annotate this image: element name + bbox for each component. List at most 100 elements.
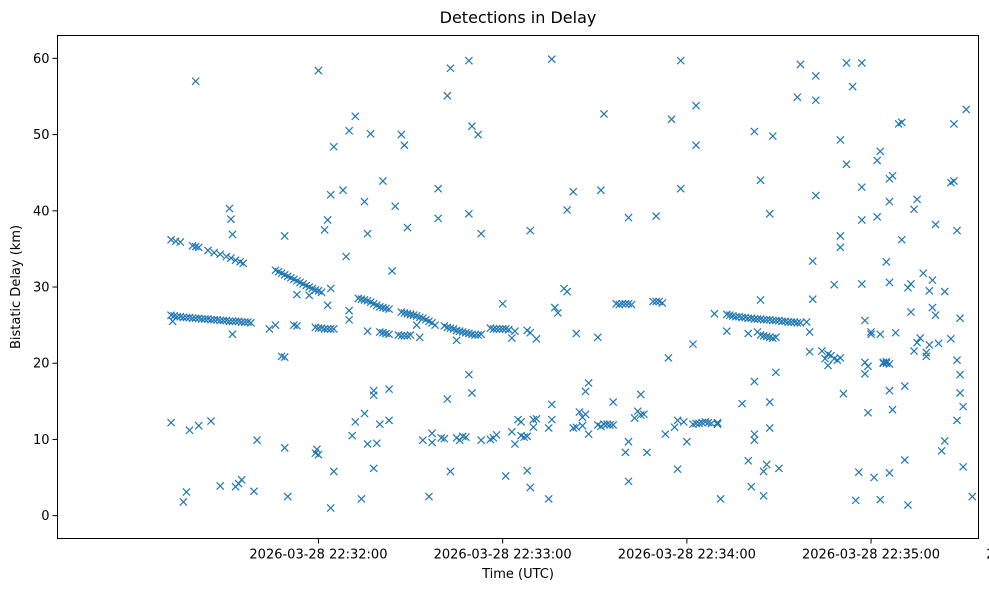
detection-marker xyxy=(176,238,185,247)
detection-marker xyxy=(639,410,648,419)
detection-marker xyxy=(842,58,851,67)
detection-marker xyxy=(676,56,685,65)
detection-marker xyxy=(228,317,237,326)
detection-marker xyxy=(507,334,516,343)
detection-marker xyxy=(400,141,409,150)
detection-marker xyxy=(388,266,397,276)
detection-marker xyxy=(495,324,504,333)
detection-marker xyxy=(824,361,833,370)
detection-marker xyxy=(532,334,541,343)
detection-marker xyxy=(424,492,433,501)
detection-marker xyxy=(520,433,529,442)
detection-marker xyxy=(652,297,661,306)
detection-marker xyxy=(363,439,372,449)
detection-marker xyxy=(578,421,587,430)
detection-marker xyxy=(360,197,369,206)
detection-marker xyxy=(563,287,572,296)
detection-marker xyxy=(348,431,357,440)
detection-marker xyxy=(756,330,765,340)
detection-marker xyxy=(501,471,510,481)
detection-marker xyxy=(621,448,630,457)
detection-marker xyxy=(808,295,817,304)
detection-marker xyxy=(624,213,633,222)
detection-marker xyxy=(360,409,369,418)
detection-marker xyxy=(854,468,863,477)
detection-marker xyxy=(612,299,621,308)
detection-marker xyxy=(342,252,351,261)
detection-marker xyxy=(581,410,590,419)
detection-marker xyxy=(793,318,802,327)
detection-marker xyxy=(550,303,559,312)
detection-marker xyxy=(403,223,412,232)
detection-marker xyxy=(357,494,366,503)
detection-marker xyxy=(609,420,618,429)
detection-marker xyxy=(464,209,473,218)
detection-marker xyxy=(811,191,820,200)
detection-marker xyxy=(860,316,869,325)
detection-marker xyxy=(569,423,578,433)
detection-marker xyxy=(461,328,470,337)
y-tick-label: 0 xyxy=(41,509,49,524)
detection-marker xyxy=(949,177,958,186)
detection-marker xyxy=(836,231,845,240)
detection-marker xyxy=(679,417,688,426)
detection-marker xyxy=(952,416,962,425)
detection-marker xyxy=(345,315,354,324)
detection-marker xyxy=(959,462,968,471)
detection-marker xyxy=(698,418,707,427)
detection-marker xyxy=(210,248,219,257)
detection-marker xyxy=(406,330,415,340)
detection-marker xyxy=(857,215,866,224)
detection-marker xyxy=(168,317,177,326)
detection-marker xyxy=(572,423,581,432)
detection-marker xyxy=(375,420,384,429)
detection-marker xyxy=(876,495,885,504)
detection-marker xyxy=(713,420,722,429)
detection-marker xyxy=(547,400,556,409)
detection-marker xyxy=(446,324,455,333)
detection-marker xyxy=(762,332,771,341)
detection-marker xyxy=(851,496,860,505)
detection-marker xyxy=(581,387,590,396)
detection-marker xyxy=(216,316,225,325)
detection-marker xyxy=(363,327,372,336)
detection-marker xyxy=(771,333,780,342)
detection-marker xyxy=(280,353,289,362)
detection-marker xyxy=(179,497,188,506)
y-tick-label: 20 xyxy=(33,357,50,372)
detection-marker xyxy=(185,426,194,435)
detection-marker xyxy=(725,311,734,320)
detection-marker xyxy=(458,432,467,441)
detection-marker xyxy=(237,475,246,484)
detection-marker xyxy=(216,250,225,259)
detection-marker xyxy=(867,330,876,339)
detection-marker xyxy=(360,295,369,304)
detection-marker xyxy=(744,456,753,465)
detection-marker xyxy=(403,309,412,318)
y-tick-label: 50 xyxy=(33,128,50,143)
detection-marker xyxy=(716,494,725,503)
detection-marker xyxy=(167,235,176,244)
detection-marker xyxy=(931,220,940,229)
detection-marker xyxy=(670,423,679,432)
detection-marker xyxy=(627,300,636,309)
detection-marker xyxy=(784,318,793,327)
detection-marker xyxy=(492,430,501,439)
detection-marker xyxy=(897,118,906,127)
detection-marker xyxy=(194,421,203,430)
x-tick-label: 2026-03-28 22:33:00 xyxy=(434,548,572,563)
detection-marker xyxy=(354,294,363,303)
detection-marker xyxy=(544,494,553,503)
detection-marker xyxy=(575,407,584,417)
detection-marker xyxy=(722,310,731,319)
detection-marker xyxy=(940,436,949,445)
detection-marker xyxy=(323,324,332,333)
detection-marker xyxy=(750,436,759,445)
detection-marker xyxy=(928,276,937,285)
detection-marker xyxy=(428,438,437,447)
detection-marker xyxy=(464,370,473,379)
detection-marker xyxy=(873,156,882,165)
detection-marker xyxy=(673,416,682,425)
detection-marker xyxy=(768,316,777,325)
detection-marker xyxy=(317,288,326,297)
